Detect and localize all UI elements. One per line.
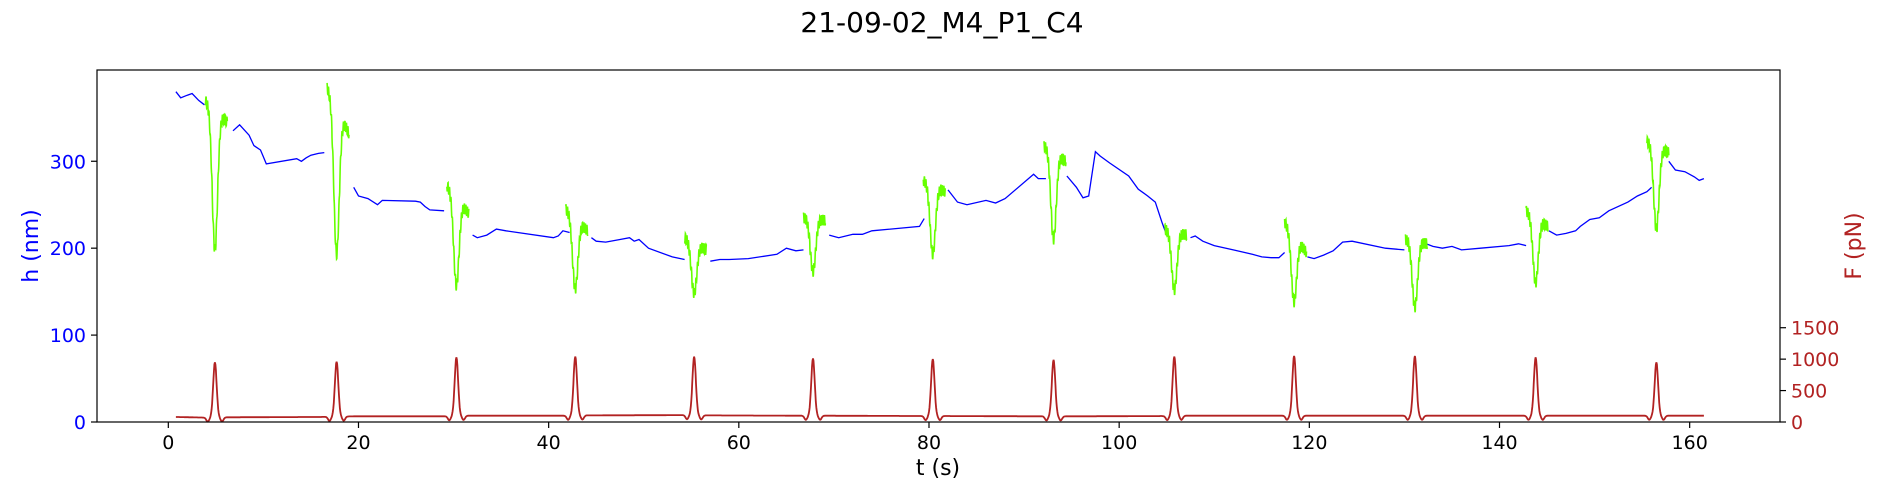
height-line — [175, 91, 205, 106]
height-pulse-highlight — [922, 176, 946, 260]
y-right-tick-label: 1000 — [1791, 349, 1839, 371]
height-pulse-highlight — [204, 96, 229, 252]
chart-title: 21-09-02_M4_P1_C4 — [800, 6, 1083, 39]
height-pulse-highlight — [1043, 141, 1067, 245]
y-right-tick-label: 0 — [1791, 412, 1803, 434]
x-axis-label: t (s) — [916, 456, 960, 481]
height-pulse-highlight — [1164, 222, 1188, 296]
height-pulse-highlight — [565, 204, 589, 294]
x-axis: 0 20 40 60 80 100 120 140 160 — [162, 422, 1708, 454]
height-line — [591, 237, 685, 261]
height-line — [1066, 150, 1168, 236]
force-line — [175, 355, 1704, 423]
y-left-tick-label: 200 — [50, 238, 86, 260]
height-line — [1307, 240, 1405, 260]
height-series — [175, 82, 1705, 313]
height-pulse-highlight — [326, 82, 350, 262]
x-tick-label: 140 — [1481, 432, 1517, 454]
plot-frame — [96, 69, 1781, 423]
y-left-tick-label: 100 — [50, 325, 86, 347]
force-series — [175, 355, 1704, 423]
x-tick-label: 60 — [727, 432, 751, 454]
x-tick-label: 0 — [162, 432, 174, 454]
height-line — [710, 247, 804, 262]
height-pulse-highlight — [1525, 205, 1549, 288]
y-axis-right-label: F (pN) — [1842, 212, 1867, 279]
plot-area — [175, 82, 1705, 423]
x-tick-label: 20 — [346, 432, 370, 454]
height-pulse-highlight — [446, 180, 470, 291]
height-line — [1190, 235, 1286, 259]
x-tick-label: 160 — [1672, 432, 1708, 454]
height-pulse-highlight — [1283, 216, 1308, 308]
height-line — [1426, 243, 1527, 251]
height-line — [232, 123, 325, 165]
y-axis-left-label: h (nm) — [19, 209, 44, 282]
y-axis-right: 0 500 1000 1500 — [1780, 318, 1839, 434]
height-pulse-highlight — [1646, 133, 1670, 233]
y-right-tick-label: 500 — [1791, 381, 1827, 403]
x-tick-label: 100 — [1101, 432, 1137, 454]
height-pulse-highlight — [802, 212, 827, 277]
x-tick-label: 120 — [1291, 432, 1327, 454]
y-right-tick-label: 1500 — [1791, 318, 1839, 340]
height-pulse-highlight — [684, 230, 708, 299]
height-line — [1668, 160, 1705, 182]
y-left-tick-label: 0 — [74, 412, 86, 434]
height-line — [947, 173, 1046, 206]
x-tick-label: 80 — [917, 432, 941, 454]
y-left-tick-label: 300 — [50, 151, 86, 173]
x-tick-label: 40 — [537, 432, 561, 454]
height-line — [472, 228, 570, 239]
y-axis-left: 0 100 200 300 — [50, 151, 97, 434]
height-line — [353, 186, 445, 212]
height-line — [829, 218, 925, 239]
height-pulse-highlight — [1404, 234, 1428, 313]
height-line — [1548, 186, 1653, 236]
